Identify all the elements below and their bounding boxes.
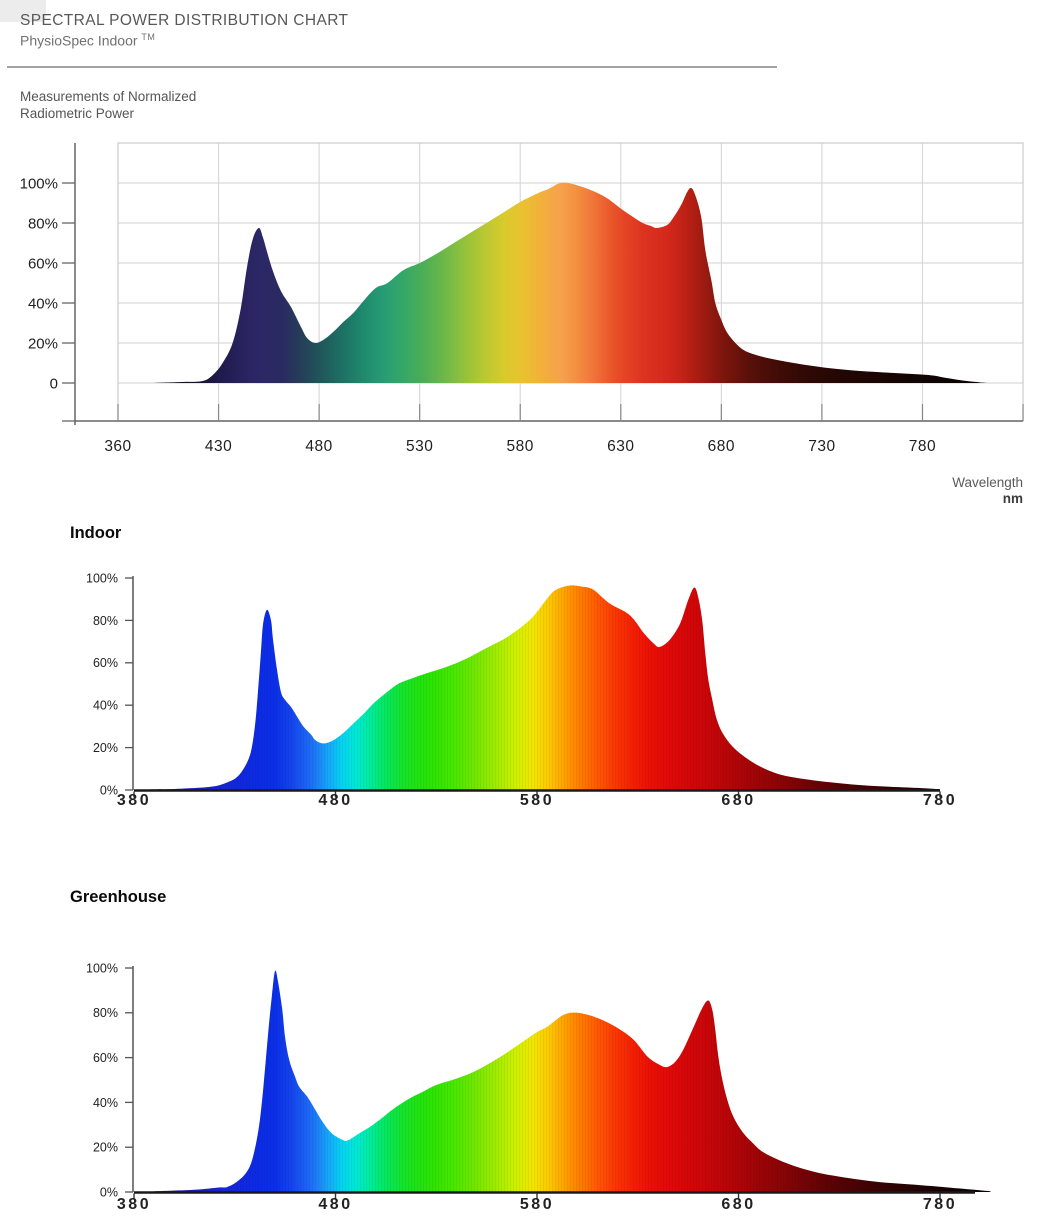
- y-tick-label: 20%: [93, 1141, 118, 1155]
- y-axis: 100% 80% 60% 40% 20% 0%: [86, 961, 134, 1199]
- trademark-symbol: TM: [141, 32, 156, 42]
- x-tick-label: 680: [721, 1196, 755, 1213]
- corner-artifact: [0, 0, 46, 22]
- x-tick-label: 480: [318, 792, 352, 809]
- x-tick-label: 630: [607, 438, 634, 455]
- y-tick-label: 100%: [86, 571, 118, 585]
- y-tick-label: 60%: [28, 255, 58, 272]
- page-title: SPECTRAL POWER DISTRIBUTION CHART: [20, 12, 349, 29]
- y-axis: 100% 80% 60% 40% 20% 0%: [86, 571, 134, 797]
- y-tick-label: 20%: [28, 335, 58, 352]
- spectral-chart-greenhouse: 100% 80% 60% 40% 20% 0%380 480 580 680 780: [86, 961, 991, 1213]
- y-tick-label: 60%: [93, 656, 118, 670]
- x-tick-label: 360: [104, 438, 131, 455]
- x-tick-label: 680: [708, 438, 735, 455]
- x-tick-label: 380: [117, 792, 151, 809]
- x-tick-label: 580: [520, 1196, 554, 1213]
- x-tick-label: 480: [305, 438, 332, 455]
- spectral-chart-main: 100% 80% 60% 40% 20% 0 360 430 480 530 580 630 680 73…: [20, 142, 1024, 506]
- y-tick-label: 40%: [93, 1096, 118, 1110]
- chart-heading-indoor: Indoor: [70, 524, 122, 542]
- x-tick-label: 430: [205, 438, 232, 455]
- y-tick-label: 100%: [86, 961, 118, 975]
- x-tick-label: 680: [721, 792, 755, 809]
- x-axis: 380 480 580 680 780: [117, 789, 957, 809]
- spectral-curve-main: [152, 182, 987, 383]
- y-tick-label: 0%: [100, 1185, 118, 1199]
- x-tick-label: 580: [507, 438, 534, 455]
- y-tick-label: 20%: [93, 741, 118, 755]
- spectral-curve-texture: [154, 970, 991, 1192]
- subtitle-text: PhysioSpec Indoor: [20, 32, 138, 49]
- page-subtitle: PhysioSpec Indoor TM: [20, 32, 155, 49]
- spectral-chart-indoor: 100% 80% 60% 40% 20% 0%380 480 580 680 780: [86, 571, 957, 809]
- x-axis: 360 430 480 530 580 630 680 730 780: [75, 404, 1024, 455]
- y-tick-label: 0%: [100, 783, 118, 797]
- chart-heading-greenhouse: Greenhouse: [70, 888, 167, 906]
- y-tick-label: 0: [50, 375, 58, 392]
- x-tick-label: 730: [808, 438, 835, 455]
- y-tick-label: 80%: [93, 1006, 118, 1020]
- y-axis: 100% 80% 60% 40% 20% 0: [20, 143, 76, 425]
- wavelength-label: Wavelength: [952, 475, 1023, 490]
- header-divider: [7, 66, 777, 68]
- y-tick-label: 100%: [20, 175, 58, 192]
- x-axis: 380 480 580 680 780: [117, 1191, 975, 1213]
- x-tick-label: 580: [520, 792, 554, 809]
- measurement-note-line2: Radiometric Power: [20, 106, 135, 121]
- spectral-curve-texture: [150, 585, 941, 790]
- x-tick-label: 780: [923, 1196, 957, 1213]
- y-tick-label: 80%: [93, 614, 118, 628]
- x-tick-label: 530: [406, 438, 433, 455]
- measurement-note-line1: Measurements of Normalized: [20, 89, 197, 104]
- x-tick-label: 380: [117, 1196, 151, 1213]
- wavelength-unit-label: nm: [1003, 491, 1023, 506]
- y-tick-label: 40%: [93, 699, 118, 713]
- x-tick-label: 480: [318, 1196, 352, 1213]
- x-tick-label: 780: [909, 438, 936, 455]
- measurement-note: Measurements of Normalized Radiometric P…: [20, 88, 196, 122]
- y-tick-label: 80%: [28, 215, 58, 232]
- x-tick-label: 780: [923, 792, 957, 809]
- y-tick-label: 40%: [28, 295, 58, 312]
- y-tick-label: 60%: [93, 1051, 118, 1065]
